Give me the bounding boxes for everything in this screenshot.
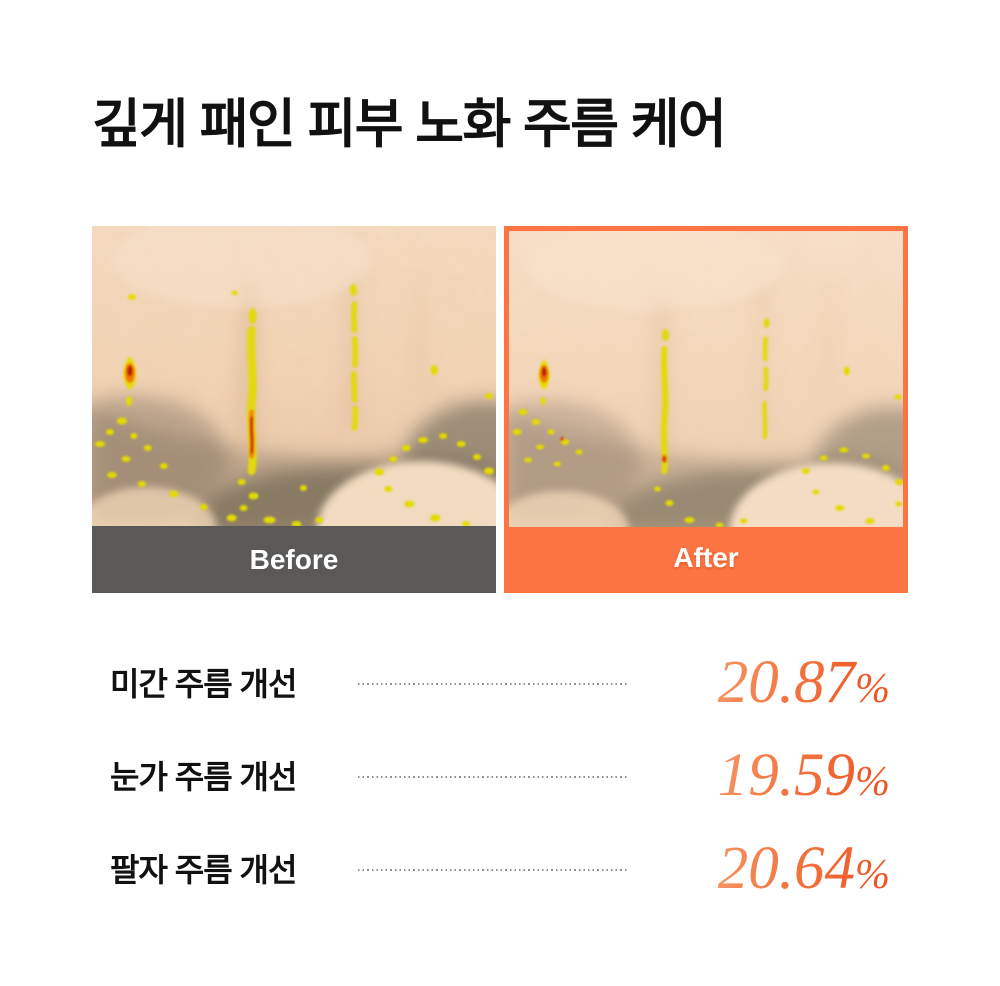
after-panel: After	[504, 226, 908, 593]
before-skin-image	[92, 226, 496, 526]
before-label: Before	[249, 543, 339, 575]
stat-value-number: 19.59	[717, 741, 855, 809]
improvement-stats: 미간 주름 개선 20.87% 눈가 주름 개선 19.59% 팔자 주름 개선…	[110, 650, 890, 929]
stat-row-glabella: 미간 주름 개선 20.87%	[110, 650, 890, 714]
stat-value-unit: %	[855, 758, 890, 805]
after-label: After	[673, 541, 739, 573]
after-skin-image	[509, 231, 903, 527]
after-skin-heatmap-graphic	[509, 231, 903, 527]
before-skin-heatmap-graphic	[92, 226, 496, 526]
stat-row-nasolabial: 팔자 주름 개선 20.64%	[110, 836, 890, 900]
stat-label: 눈가 주름 개선	[110, 759, 297, 795]
stat-value-number: 20.64	[717, 834, 855, 902]
dotted-leader	[358, 869, 628, 871]
before-label-bar: Before	[92, 526, 496, 593]
before-after-comparison: Before	[92, 226, 908, 593]
stat-row-eye: 눈가 주름 개선 19.59%	[110, 743, 890, 807]
stat-value-unit: %	[855, 665, 890, 712]
stat-value-unit: %	[855, 851, 890, 898]
stat-value-number: 20.87	[717, 648, 855, 716]
stat-label: 팔자 주름 개선	[110, 852, 297, 888]
after-label-bar: After	[509, 527, 903, 588]
stat-value: 20.64%	[650, 838, 890, 899]
before-panel: Before	[92, 226, 496, 593]
stat-label: 미간 주름 개선	[110, 666, 297, 702]
stat-value: 20.87%	[650, 652, 890, 713]
dotted-leader	[358, 683, 628, 685]
page-title: 깊게 패인 피부 노화 주름 케어	[92, 95, 727, 154]
dotted-leader	[358, 776, 628, 778]
stat-value: 19.59%	[650, 745, 890, 806]
